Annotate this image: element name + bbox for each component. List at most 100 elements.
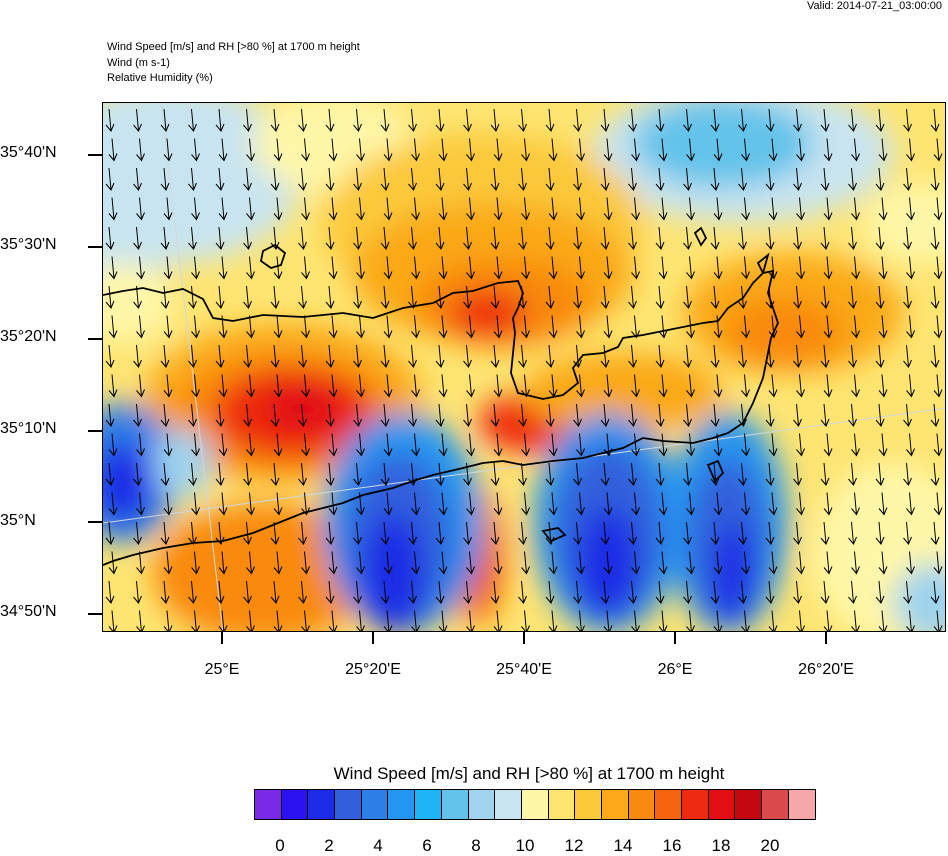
wind-arrow — [490, 521, 500, 545]
wind-arrow — [878, 315, 888, 339]
wind-arrow — [215, 462, 225, 486]
wind-arrow — [576, 551, 585, 575]
wind-arrow — [408, 108, 417, 132]
wind-arrow — [713, 256, 723, 280]
wind-arrow — [903, 226, 912, 250]
lon-label-26-20: 26°20'E — [798, 661, 854, 678]
wind-arrow — [356, 256, 365, 280]
wind-arrow — [603, 315, 613, 339]
wind-arrow — [298, 580, 307, 604]
wind-arrow — [215, 226, 225, 250]
wind-arrow — [466, 138, 475, 162]
wind-arrow — [933, 138, 943, 162]
wind-arrow — [163, 197, 173, 221]
wind-arrow — [823, 138, 833, 162]
wind-arrow — [545, 580, 555, 604]
wind-arrow — [408, 226, 417, 250]
wind-arrow — [823, 610, 833, 631]
wind-arrow — [188, 167, 197, 191]
colorbar — [254, 789, 817, 820]
wind-arrow — [548, 315, 558, 339]
wind-arrow — [820, 344, 830, 368]
colorbar-swatch — [441, 790, 469, 819]
wind-arrow — [521, 374, 530, 398]
wind-arrow — [683, 108, 692, 132]
wind-arrow — [133, 580, 142, 604]
wind-arrow — [136, 433, 145, 457]
wind-arrow — [383, 551, 393, 575]
wind-arrow — [380, 403, 390, 427]
wind-arrow — [741, 256, 750, 280]
wind-arrow — [188, 285, 197, 309]
wind-arrow — [710, 403, 720, 427]
wind-arrow — [108, 315, 118, 339]
wind-arrow — [768, 374, 778, 398]
colorbar-tick-label: 6 — [422, 836, 432, 855]
wind-arrow — [631, 138, 640, 162]
wind-arrow — [713, 433, 723, 457]
wind-arrow — [218, 492, 228, 516]
wind-arrow — [108, 610, 118, 631]
wind-arrow — [490, 226, 500, 250]
wind-arrow — [273, 138, 283, 162]
wind-arrow — [163, 433, 173, 457]
wind-arrow — [490, 462, 500, 486]
wind-arrow — [930, 403, 940, 427]
lat-label-35-20: 35°20'N — [0, 328, 57, 345]
wind-arrow — [411, 374, 420, 398]
wind-arrow — [243, 580, 252, 604]
wind-arrow — [628, 580, 637, 604]
wind-arrow — [796, 610, 805, 631]
wind-arrow — [823, 492, 833, 516]
wind-arrow — [328, 374, 338, 398]
lon-label-25: 25°E — [204, 661, 240, 678]
wind-arrow — [903, 580, 912, 604]
wind-arrow — [133, 285, 142, 309]
wind-arrow — [600, 521, 610, 545]
wind-arrow — [603, 197, 613, 221]
colorbar-tick-label: 12 — [564, 836, 584, 855]
wind-arrow — [356, 374, 365, 398]
wind-arrow — [768, 610, 778, 631]
colorbar-swatch — [521, 790, 549, 819]
lon-tick — [825, 632, 827, 644]
wind-arrow — [576, 374, 585, 398]
wind-arrow — [600, 226, 610, 250]
wind-arrow — [325, 285, 335, 309]
header-title: Wind Speed [m/s] and RH [>80 %] at 1700 … — [107, 41, 360, 53]
wind-arrow — [683, 226, 692, 250]
wind-arrow — [353, 108, 362, 132]
wind-arrow — [243, 521, 252, 545]
wind-arrow — [793, 403, 802, 427]
wind-arrow — [136, 256, 145, 280]
wind-arrow — [655, 403, 665, 427]
wind-arrow — [438, 610, 448, 631]
wind-arrow — [573, 108, 582, 132]
colorbar-tick-label: 0 — [275, 836, 285, 855]
wind-arrow — [628, 344, 637, 368]
wind-arrow — [298, 462, 307, 486]
wind-arrow — [631, 433, 640, 457]
wind-arrow — [133, 108, 142, 132]
wind-arrow — [820, 226, 830, 250]
wind-arrow — [108, 197, 118, 221]
wind-arrow — [163, 315, 173, 339]
wind-arrow — [738, 403, 747, 427]
wind-arrow — [823, 374, 833, 398]
wind-arrow — [548, 433, 558, 457]
wind-arrow — [411, 138, 420, 162]
wind-arrow — [108, 492, 118, 516]
wind-arrow — [411, 610, 420, 631]
wind-arrow — [600, 167, 610, 191]
wind-arrow — [655, 285, 665, 309]
wind-arrow — [380, 580, 390, 604]
wind-arrow — [301, 256, 310, 280]
wind-arrow — [298, 108, 307, 132]
wind-arrow — [933, 433, 943, 457]
wind-arrow — [411, 256, 420, 280]
wind-arrow — [521, 256, 530, 280]
wind-arrow — [518, 285, 527, 309]
wind-arrow — [243, 403, 252, 427]
wind-arrow — [191, 610, 200, 631]
colorbar-swatch — [335, 790, 362, 819]
